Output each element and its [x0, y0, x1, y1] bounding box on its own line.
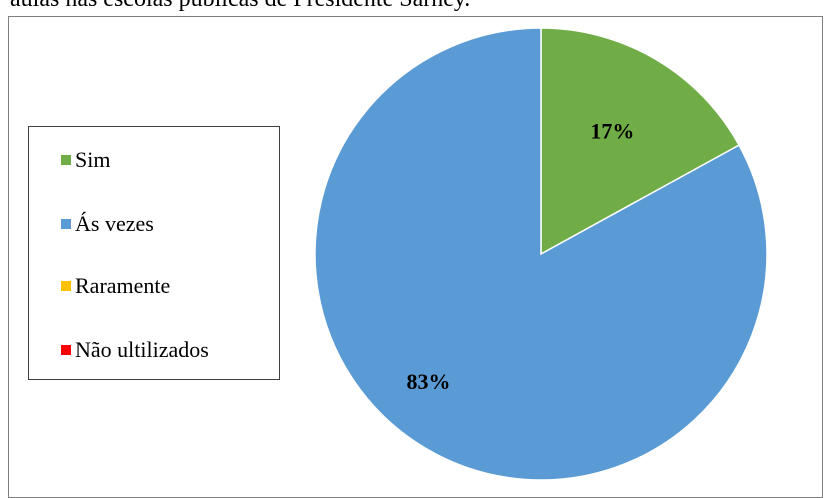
legend-label-sim: Sim: [75, 147, 111, 172]
pie-slices: [314, 27, 768, 481]
legend-swatch-raramente: [61, 281, 71, 291]
top-caption: aulas nas escolas públicas de Presidente…: [10, 0, 470, 13]
legend-swatch-sim: [61, 155, 71, 165]
legend-item-raramente: Raramente: [61, 273, 170, 299]
pie-slice-1: [540, 27, 741, 256]
legend-item-nao-ultilizados: Não ultilizados: [61, 337, 209, 363]
legend-label-raramente: Raramente: [75, 273, 171, 298]
legend-item-as-vezes: Ás vezes: [61, 211, 154, 237]
legend-label-as-vezes: Ás vezes: [75, 211, 154, 236]
slice-value-label-1: 17%: [590, 118, 634, 143]
legend-item-sim: Sim: [61, 147, 110, 173]
pie-slice-2: [314, 27, 768, 481]
legend-label-nao-ultilizados: Não ultilizados: [75, 337, 209, 362]
chart-legend: Sim Ás vezes Raramente Não ultilizados: [28, 126, 280, 380]
legend-swatch-nao-ultilizados: [61, 345, 71, 355]
legend-swatch-as-vezes: [61, 219, 71, 229]
pie-labels: 17% 83%: [407, 118, 635, 393]
slice-value-label-2: 83%: [407, 369, 451, 394]
